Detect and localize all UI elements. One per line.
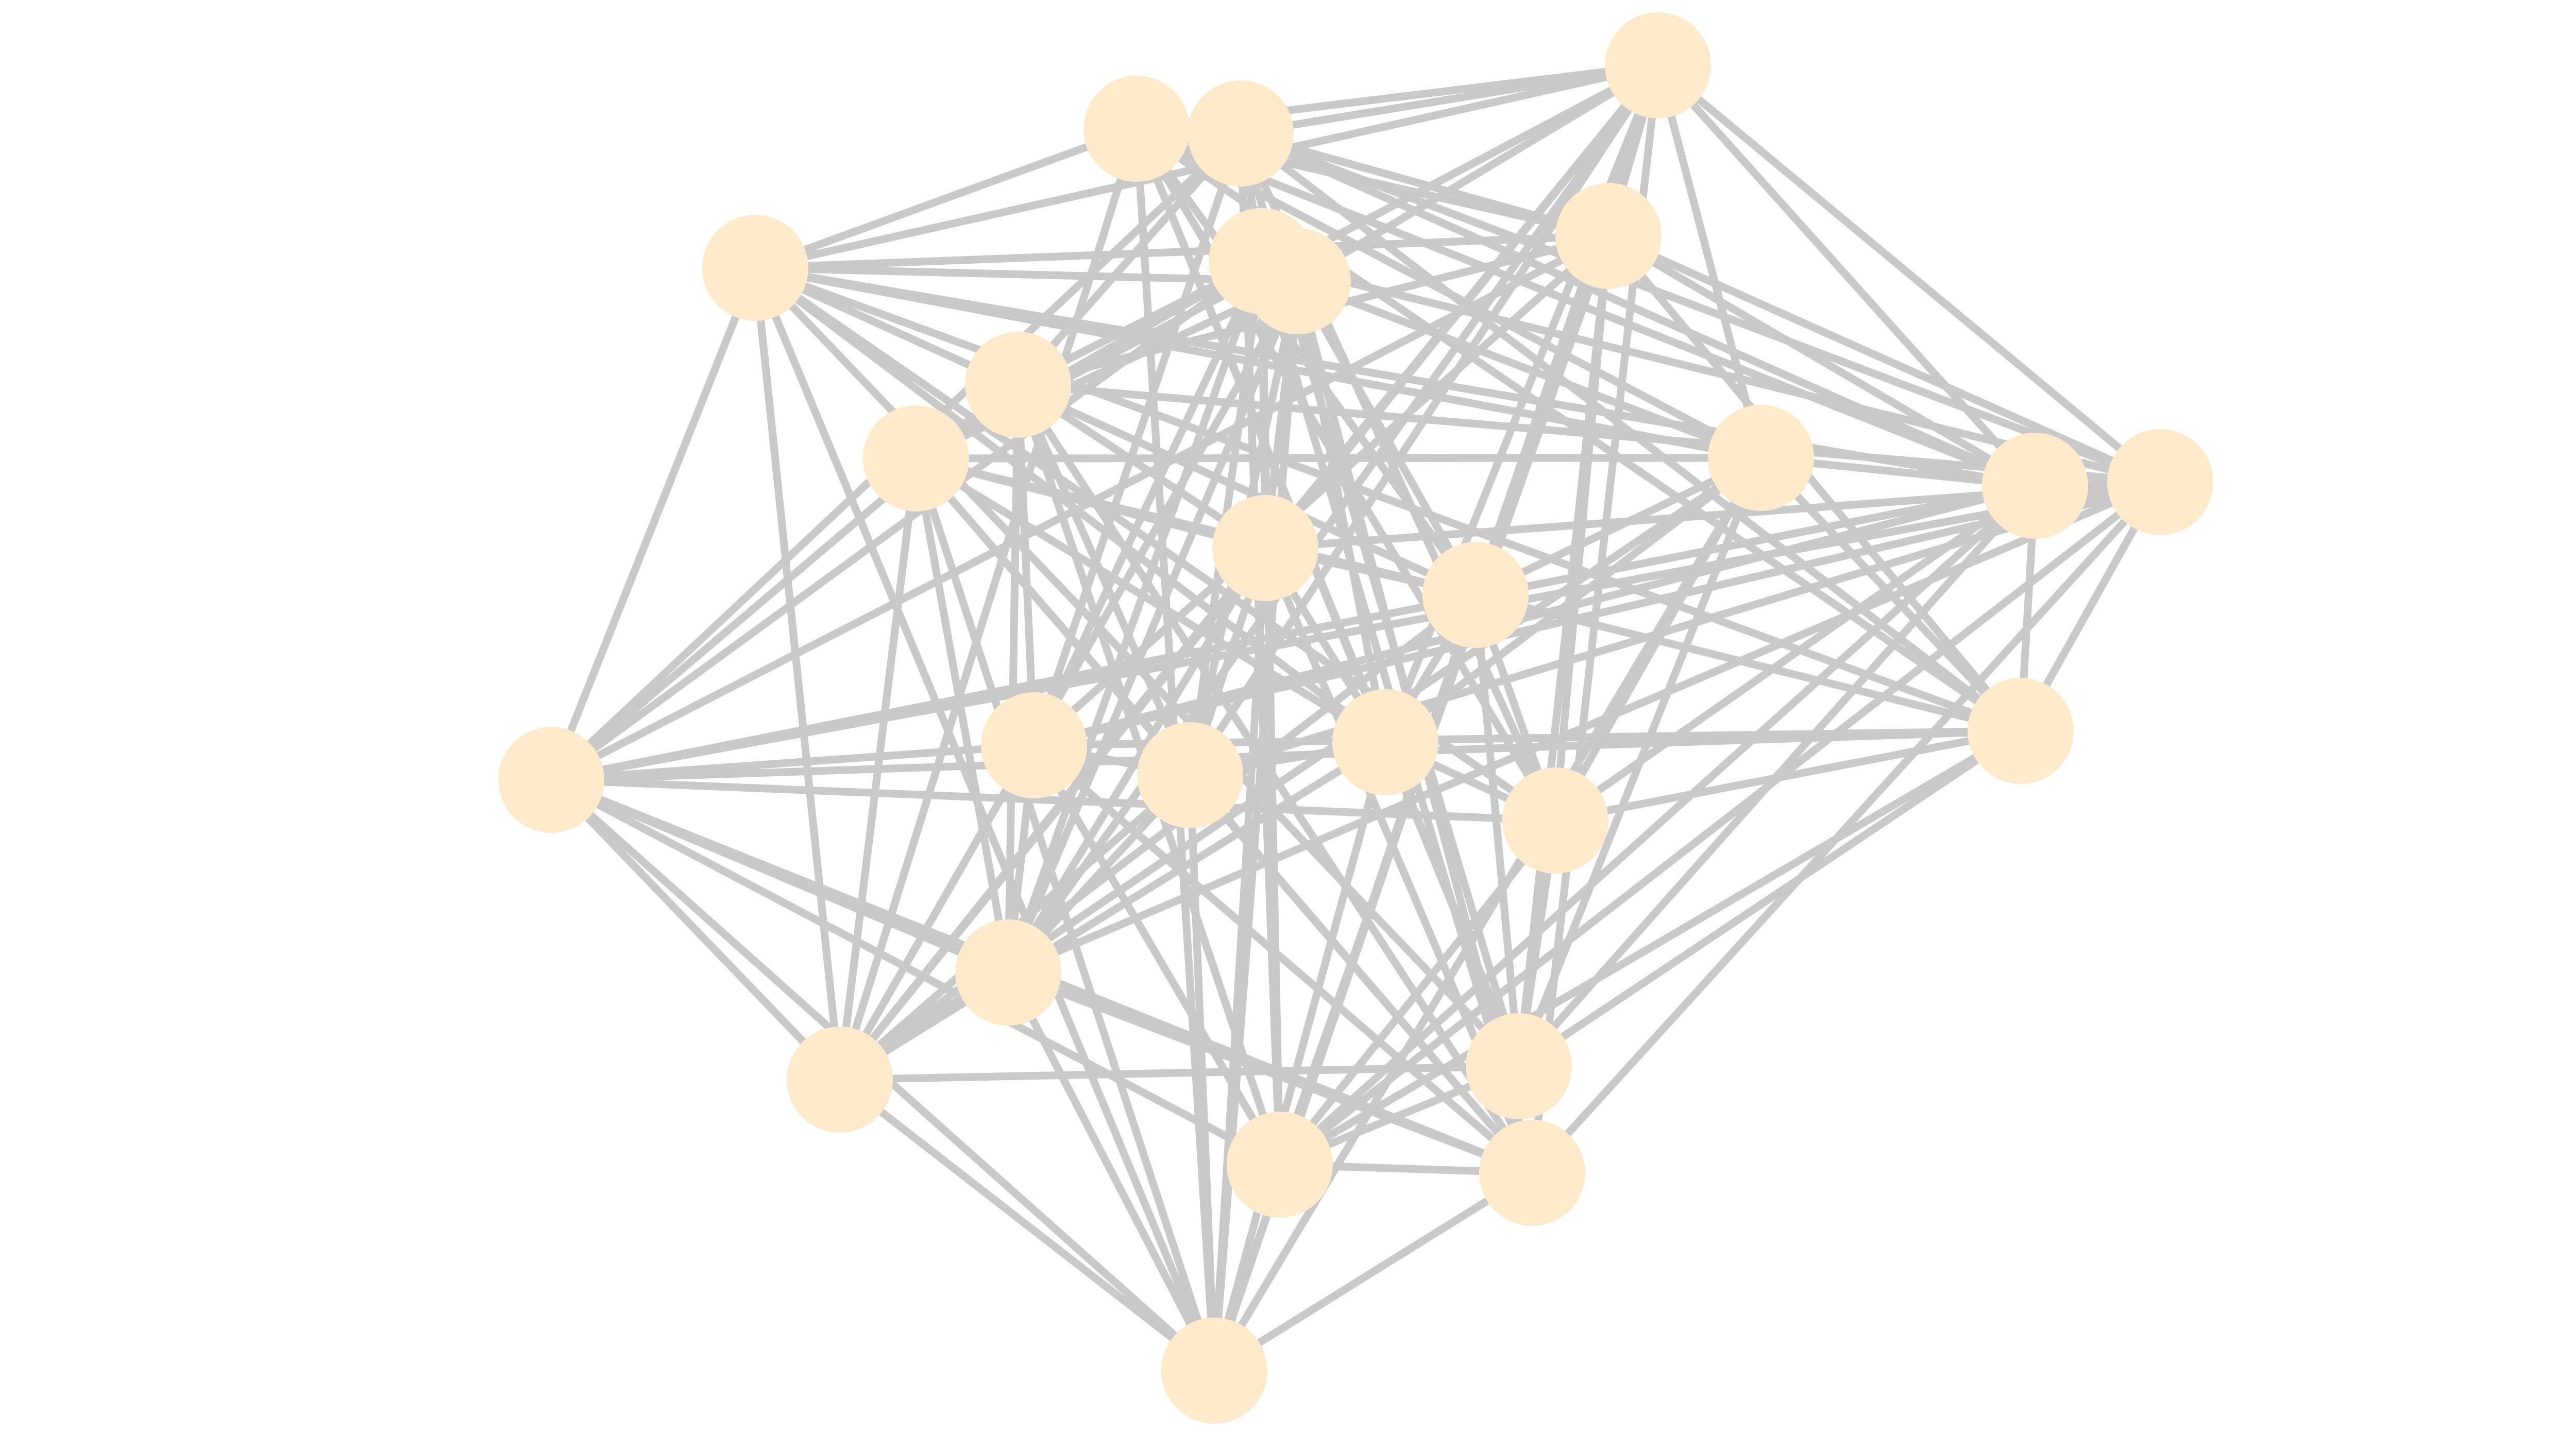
graph-edge bbox=[1239, 129, 1610, 240]
graph-edge bbox=[1475, 591, 2022, 735]
graph-edge bbox=[1005, 970, 1218, 1373]
graph-edge bbox=[1277, 818, 1558, 1167]
graph-edge bbox=[914, 455, 1387, 746]
graph-edge bbox=[1030, 743, 1283, 1167]
graph-node bbox=[1227, 1112, 1333, 1218]
graph-edge bbox=[549, 232, 1611, 783]
graph-edge bbox=[549, 776, 1282, 1168]
graph-node bbox=[1968, 678, 2074, 784]
graph-edge bbox=[1031, 233, 1611, 748]
graph-edge bbox=[1516, 727, 2023, 1070]
graph-edge bbox=[914, 278, 1300, 462]
graph-edge bbox=[1004, 260, 1266, 974]
graph-edge bbox=[1606, 232, 2037, 489]
graph-edge bbox=[1278, 727, 2023, 1168]
graph-edge bbox=[755, 232, 1609, 272]
graph-node bbox=[1212, 495, 1318, 601]
graph-edge bbox=[751, 267, 844, 1080]
graph-edge bbox=[754, 264, 2022, 735]
graph-edge bbox=[1294, 279, 1479, 597]
graph-node bbox=[981, 692, 1087, 798]
graph-node bbox=[965, 332, 1071, 438]
graph-edge bbox=[551, 741, 1035, 784]
graph-edge bbox=[752, 266, 1218, 1372]
graph-edge bbox=[1239, 130, 2037, 489]
graph-edge bbox=[837, 545, 1268, 1082]
graph-edge bbox=[1382, 741, 1522, 1068]
graph-node bbox=[498, 727, 604, 833]
graph-node bbox=[1466, 1013, 1572, 1119]
graph-edge bbox=[1606, 232, 2162, 486]
graph-edge bbox=[1212, 1169, 1534, 1374]
graph-node bbox=[1982, 433, 2088, 539]
graph-edge bbox=[1554, 727, 2022, 825]
graph-edge bbox=[1210, 548, 1269, 1371]
graph-nodes-layer bbox=[498, 12, 2213, 1424]
graph-edge bbox=[548, 777, 843, 1083]
graph-edge bbox=[1031, 742, 1535, 1176]
graph-node bbox=[1188, 80, 1294, 186]
graph-edge bbox=[1515, 235, 1613, 1067]
graph-edge bbox=[1005, 280, 1301, 974]
graph-node bbox=[1605, 12, 1711, 118]
graph-node bbox=[2107, 429, 2213, 535]
graph-node bbox=[702, 215, 808, 321]
graph-node bbox=[1479, 1120, 1585, 1226]
graph-node bbox=[787, 1027, 893, 1133]
graph-edge bbox=[1033, 482, 2036, 749]
graph-edge bbox=[1030, 259, 1265, 747]
graph-edge bbox=[837, 592, 1478, 1083]
graph-edge bbox=[755, 264, 1298, 285]
graph-node bbox=[1161, 1318, 1267, 1424]
graph-edge bbox=[1211, 456, 1765, 1373]
graph-node bbox=[955, 919, 1061, 1026]
graph-edge bbox=[1529, 479, 2163, 1176]
graph-edge bbox=[1033, 478, 2161, 749]
graph-node bbox=[1137, 722, 1243, 828]
graph-node bbox=[1708, 405, 1814, 511]
graph-edge bbox=[1018, 381, 2161, 486]
graph-edge bbox=[839, 1062, 1519, 1084]
graph-node bbox=[1502, 767, 1608, 874]
graph-edge bbox=[1014, 382, 1536, 1175]
graph-edge bbox=[1210, 741, 1389, 1372]
graph-edge bbox=[837, 1077, 1217, 1374]
graph-node bbox=[1332, 689, 1438, 795]
graph-edge bbox=[551, 776, 1556, 825]
graph-edge bbox=[754, 125, 1138, 272]
graph-node bbox=[1083, 76, 1190, 182]
graph-edge bbox=[1655, 62, 2038, 489]
graph-edge bbox=[1655, 62, 2163, 485]
graph-node bbox=[1245, 228, 1351, 334]
graph-edge bbox=[548, 266, 759, 781]
graph-edge bbox=[1240, 61, 1659, 138]
graph-node bbox=[863, 405, 969, 511]
graph-edge bbox=[550, 478, 2161, 784]
graph-edge bbox=[1015, 131, 1244, 387]
graph-edge bbox=[1239, 129, 2162, 486]
graph-edge bbox=[1187, 773, 1535, 1175]
graph-node bbox=[1422, 542, 1529, 648]
graph-edge bbox=[1277, 483, 2038, 1168]
graph-edge bbox=[1471, 594, 1523, 1067]
graph-node bbox=[1555, 183, 1662, 289]
